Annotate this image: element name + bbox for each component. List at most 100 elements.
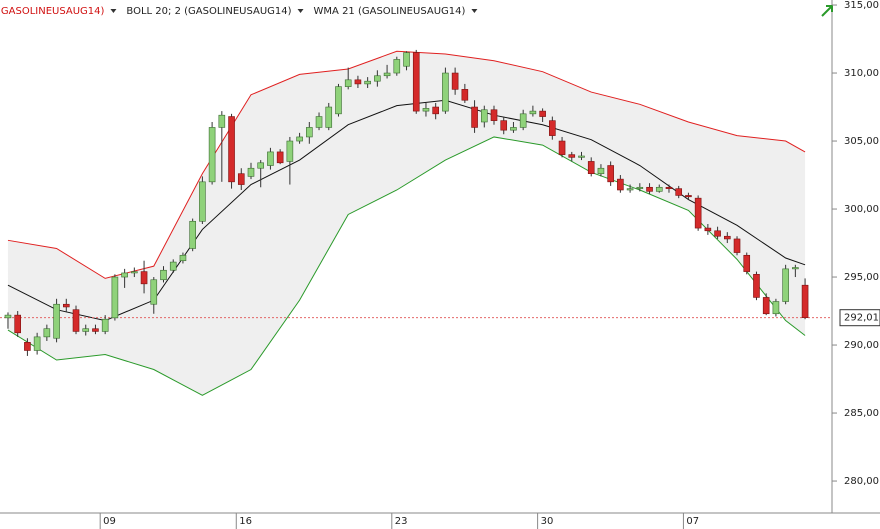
candle-body [121,272,128,278]
price-label-box [839,309,880,327]
candle-body [111,276,119,319]
candle-body [179,254,187,262]
candle-body [675,188,683,196]
y-tick-label: 315,00 [844,0,879,11]
candle-body [24,342,31,351]
candle-body [471,106,478,128]
candle-body [354,79,362,85]
indicator-line [7,50,806,279]
y-tick-label: 310,00 [844,68,879,79]
y-tick-label: 280,00 [844,476,879,487]
trend-icon[interactable] [821,5,833,17]
candle-body [694,197,702,229]
candle-body [801,284,809,319]
candle-body [704,227,712,232]
candle-body [636,186,644,189]
x-tick-label: 23 [395,516,408,527]
candle-body [772,301,780,315]
candle-body [169,261,177,271]
candle-body [714,230,721,237]
x-tick-label: 09 [103,516,116,527]
candle-body [131,271,138,274]
candle-body [335,86,342,115]
candle-body [43,328,51,338]
candle-body [189,220,196,249]
x-tick-label: 16 [239,516,252,527]
candle-body [199,181,206,222]
y-tick-label: 290,00 [844,340,879,351]
candle-body [150,279,158,305]
legend-entry[interactable]: (GASOLINEUSAUG14) [0,6,105,17]
legend-menu-arrow [110,9,117,13]
candle-body [519,113,527,128]
candle-body [276,151,284,164]
candle-body [62,303,70,308]
y-tick-label: 285,00 [844,408,879,419]
y-tick-label: 300,00 [844,204,879,215]
candle-body [393,59,401,74]
candle-body [422,108,430,112]
candle-body [140,271,148,285]
candle-body [33,336,41,351]
plot-area [0,49,832,396]
candle-body [72,309,80,332]
candle-body [208,127,216,183]
candle-body [53,303,60,339]
candle-body [92,328,99,332]
candle-body [374,75,381,82]
legend-menu-arrow [297,9,304,13]
candle-body [568,154,576,158]
x-tick-label: 07 [686,516,699,527]
candle-body [296,136,303,142]
y-tick-label: 295,00 [844,272,879,283]
candle-body [655,186,663,192]
candle-body [325,106,333,128]
candle-body [646,186,653,192]
candle-body [306,127,313,138]
candle-body [539,110,546,117]
candle-body [597,167,605,174]
candle-body [82,328,90,332]
candle-body [4,314,12,319]
candle-body [724,235,731,240]
candle-body [403,52,410,67]
candle-body [412,52,420,112]
legend-entry[interactable]: WMA 21 (GASOLINEUSAUG14) [314,6,466,17]
candle-body [685,195,692,198]
candle-body [344,79,352,87]
candle-body [442,72,449,112]
candle-body [529,110,537,115]
price-label: 292,01 [844,313,879,324]
candle-body [228,116,235,183]
legend-entry[interactable]: BOLL 20; 2 (GASOLINEUSAUG14) [126,6,291,17]
candle-body [218,114,226,128]
candle-body [432,106,439,115]
candle-body [364,80,371,85]
candle-body [101,318,109,332]
candle-body [237,173,245,185]
candle-body [626,188,634,191]
candle-body [383,72,391,77]
candle-body [558,140,566,155]
band-fill [7,51,806,396]
legend-menu-arrow [471,9,478,13]
candle-body [14,314,21,334]
candle-body [733,238,741,253]
candle-body [607,165,614,183]
candle-body [792,267,799,270]
candle-body [257,162,265,169]
candle-body [247,167,255,177]
candle-body [461,89,469,101]
y-tick-label: 305,00 [844,136,879,147]
candle-body [762,297,770,315]
candle-body [286,140,294,162]
candle-body [160,269,167,281]
candle-body [587,161,595,174]
candle-body [315,116,323,128]
candle-body [510,127,517,131]
candle-body [743,254,751,272]
candle-body [617,178,624,191]
candle-body [480,109,488,123]
candle-body [267,151,274,166]
